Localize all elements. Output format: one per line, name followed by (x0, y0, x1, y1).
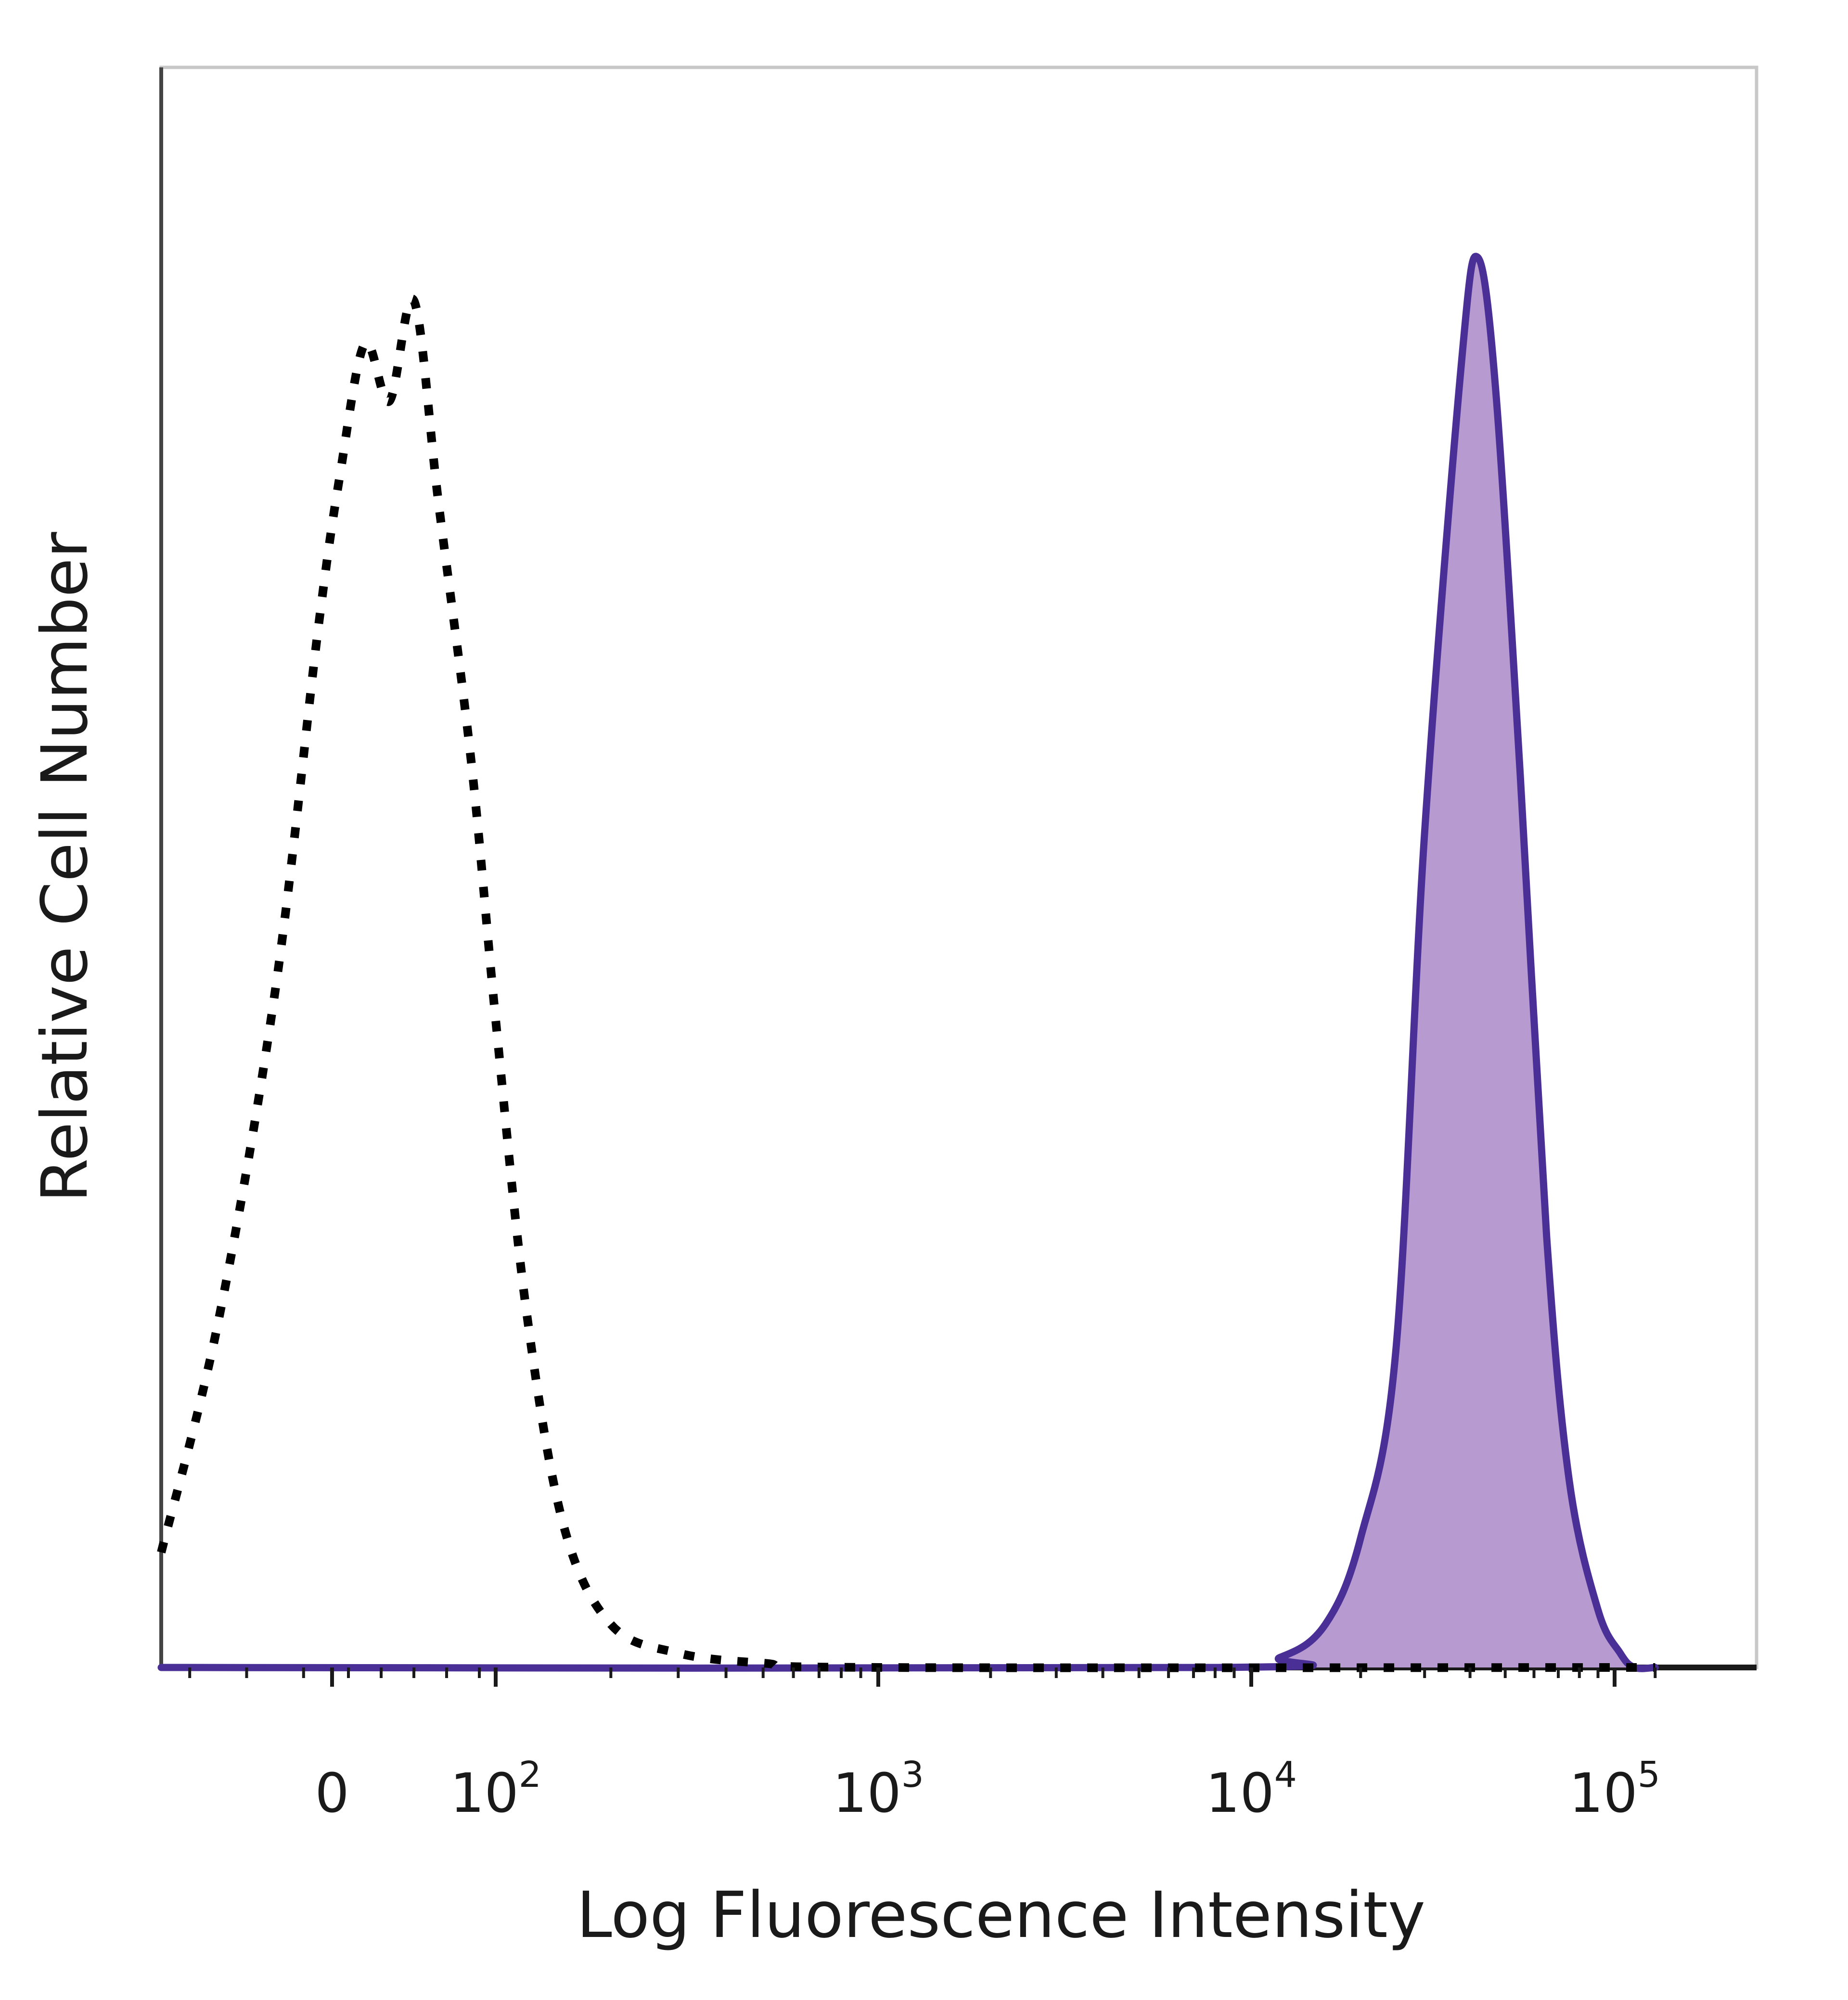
x-tick-label: 105 (1569, 1754, 1660, 1825)
x-tick-label: 102 (450, 1754, 541, 1825)
y-axis-label: Relative Cell Number (28, 532, 102, 1203)
x-tick-label: 104 (1206, 1754, 1297, 1825)
x-tick-label: 103 (833, 1754, 924, 1825)
x-ticks: 0 102 103 104 105 (188, 1667, 1660, 1825)
x-tick-label: 0 (315, 1762, 349, 1825)
series-1-area (161, 256, 1656, 1669)
x-axis-label: Log Fluorescence Intensity (577, 1878, 1425, 1952)
series-layer (157, 253, 1659, 1672)
